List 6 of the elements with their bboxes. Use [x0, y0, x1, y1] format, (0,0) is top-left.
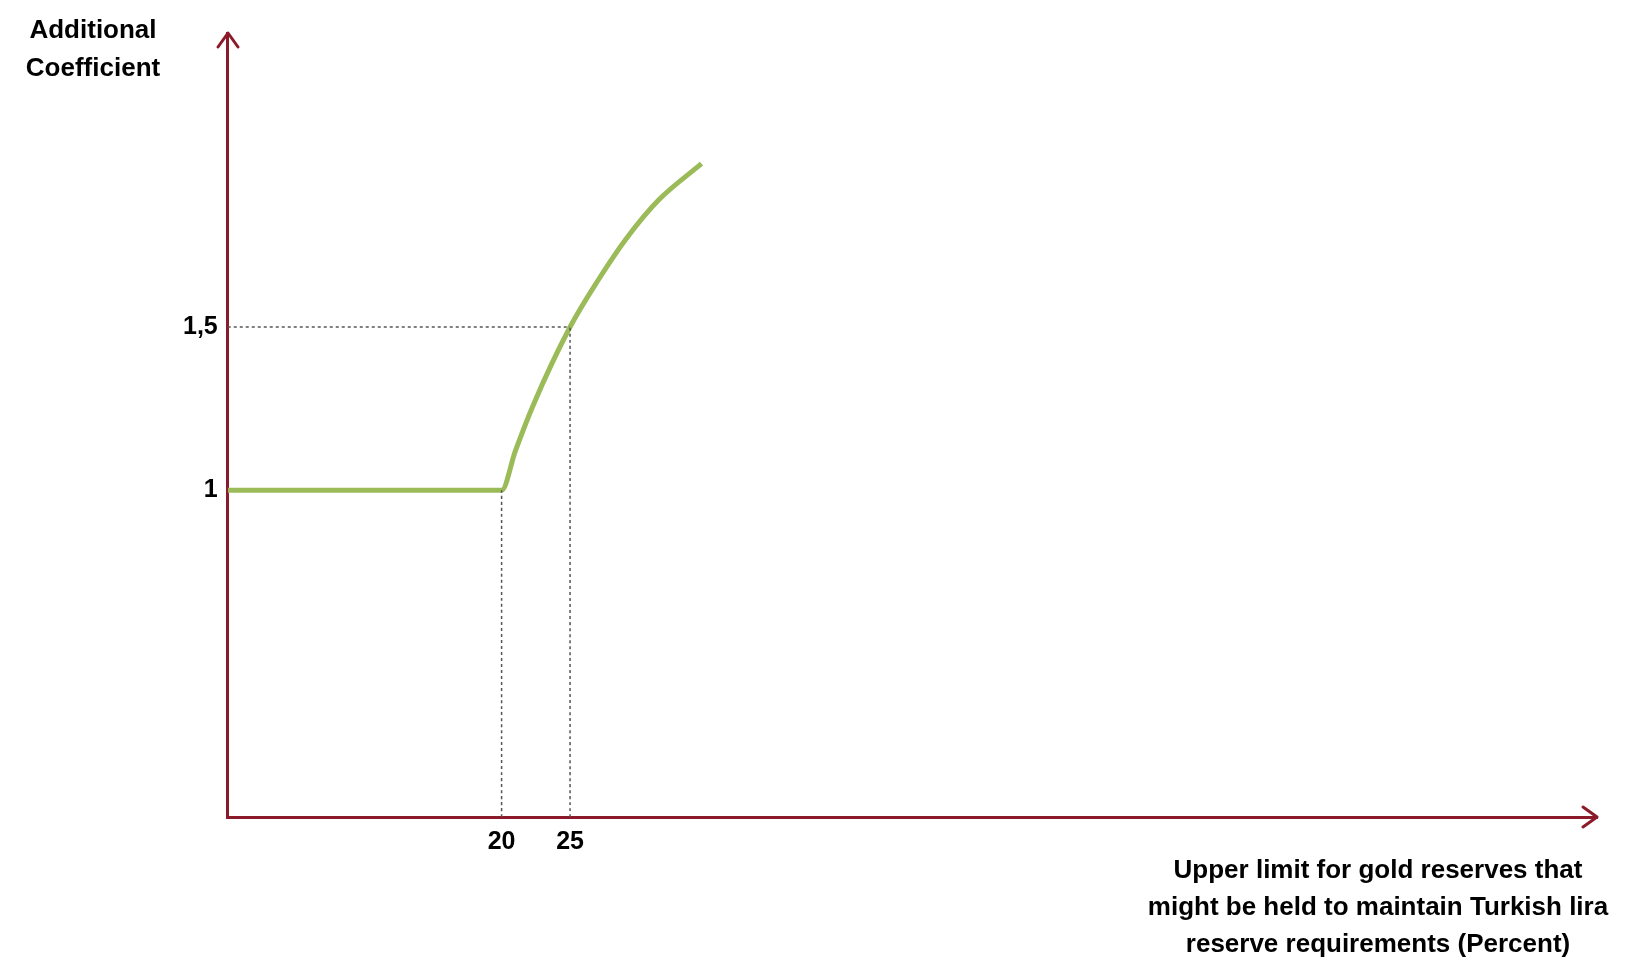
y-axis-title: Additional Coefficient	[24, 13, 162, 84]
y-tick-label: 1,5	[182, 310, 218, 339]
x-axis-title: Upper limit for gold reserves that might be held to maintain Turkish lira reserve requirements (Percent)	[1146, 853, 1610, 960]
x-tick-label: 20	[487, 825, 516, 854]
x-tick-label: 25	[556, 825, 585, 854]
y-tick-label: 1	[203, 474, 218, 503]
